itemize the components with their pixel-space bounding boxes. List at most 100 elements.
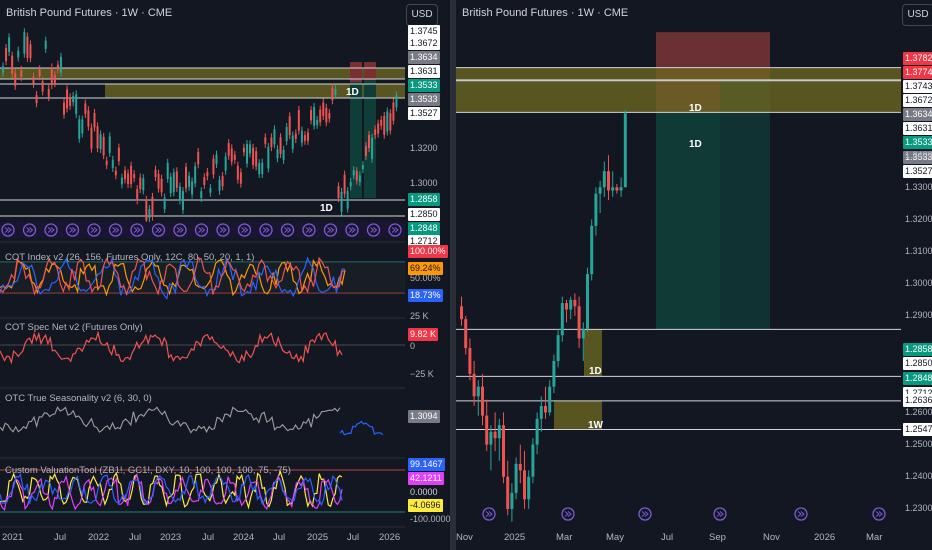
left-signal-arrow-icon xyxy=(44,223,58,237)
left-candle-body xyxy=(145,199,148,221)
indicator-value-label: 0.0000 xyxy=(408,486,440,499)
right-candle-body xyxy=(535,418,539,445)
left-seasonality-projection xyxy=(339,420,384,436)
pane-divider[interactable] xyxy=(450,0,456,550)
left-candle-body xyxy=(69,97,72,106)
right-currency-button[interactable]: USD xyxy=(902,4,932,26)
left-candle-body xyxy=(303,135,306,141)
right-chart-canvas[interactable] xyxy=(456,0,932,550)
indicator-name-2[interactable]: OTC True Seasonality v2 (6, 30, 0) xyxy=(5,393,152,404)
left-candle-body xyxy=(133,174,136,179)
left-candle-body xyxy=(90,127,93,149)
left-candle-body xyxy=(185,166,187,189)
left-candle-body xyxy=(328,112,331,119)
left-price-label: 1.3533 xyxy=(408,93,440,106)
right-price-label: 1.3400 xyxy=(905,149,932,160)
right-candle-body xyxy=(552,360,556,387)
right-price-label: 1.3533 xyxy=(903,136,932,149)
left-candle-body xyxy=(310,110,313,121)
left-cot-series-red xyxy=(0,256,346,296)
right-x-tick: 2025 xyxy=(504,532,526,543)
left-candle-body xyxy=(87,110,90,127)
left-candle-body xyxy=(20,70,23,78)
left-val-series-magenta xyxy=(0,472,343,511)
left-candle-body xyxy=(358,175,361,183)
right-candle-body xyxy=(489,431,493,445)
left-candle-body xyxy=(371,137,374,159)
left-x-tick: Jul xyxy=(129,532,142,543)
left-candle-body xyxy=(2,66,4,73)
right-signal-arrow-icon xyxy=(482,507,496,521)
left-price-label: 1.3631 xyxy=(408,65,440,78)
indicator-value-label: -4.0696 xyxy=(408,499,443,512)
left-candle-body xyxy=(120,177,123,185)
right-signal-arrow-chevron xyxy=(797,511,805,517)
right-candle-body xyxy=(539,405,543,419)
left-candle-body xyxy=(285,126,288,142)
left-signal-arrow-chevron xyxy=(155,227,163,233)
left-x-tick: Jul xyxy=(273,532,286,543)
left-candle-body xyxy=(78,119,81,139)
left-candle-body xyxy=(178,186,181,201)
left-signal-arrow-icon xyxy=(151,223,166,237)
indicator-name-3[interactable]: Custom ValuationTool (ZB1!, GC1!, DXY, 1… xyxy=(5,465,291,476)
left-signal-arrow-icon xyxy=(388,223,402,237)
left-candle-body xyxy=(26,36,29,58)
indicator-name-1[interactable]: COT Spec Net v2 (Futures Only) xyxy=(5,322,143,333)
left-x-tick: Jul xyxy=(202,532,215,543)
left-signal-arrow-icon xyxy=(194,223,209,237)
right-signal-arrow-chevron xyxy=(641,511,649,517)
right-chart-title: British Pound Futures · 1W · CME xyxy=(462,7,629,19)
left-candle-body xyxy=(114,170,117,176)
left-candle-body xyxy=(340,191,343,212)
right-x-tick: Nov xyxy=(456,532,473,543)
indicator-value-label: 0 xyxy=(410,341,416,351)
right-candle-body xyxy=(602,171,606,188)
left-cot-series-blue xyxy=(0,256,345,301)
right-price-label: 1.3200 xyxy=(905,213,932,224)
indicator-value-label: 1.3094 xyxy=(408,410,440,423)
left-candle-body xyxy=(300,130,303,143)
left-currency-button[interactable]: USD xyxy=(406,4,438,26)
left-candle-body xyxy=(29,44,32,59)
right-price-label: 1.2400 xyxy=(905,471,932,482)
left-candle-body xyxy=(35,95,38,104)
right-chart-pane[interactable]: British Pound Futures · 1W · CME USD 1.3… xyxy=(456,0,932,550)
left-target-zone-1 xyxy=(350,62,362,198)
left-candle-body xyxy=(117,147,120,162)
right-price-label: 1.3533 xyxy=(903,151,932,164)
left-candle-body xyxy=(349,182,352,187)
left-candle-body xyxy=(181,191,184,211)
left-chart-canvas[interactable] xyxy=(0,0,450,550)
left-zone-lower xyxy=(105,84,405,98)
left-signal-arrow-chevron xyxy=(391,227,399,233)
right-candle-body xyxy=(556,335,560,361)
left-signal-arrow-chevron xyxy=(26,227,34,233)
right-price-label: 1.3300 xyxy=(905,181,932,192)
left-signal-arrow-chevron xyxy=(133,227,141,233)
left-signal-arrow-chevron xyxy=(4,227,12,233)
indicator-value-label: 100.00% xyxy=(408,245,448,258)
right-price-label: 1.3782 xyxy=(903,52,932,65)
right-candle-body xyxy=(577,306,581,339)
right-price-label: 1.3631 xyxy=(903,122,932,135)
left-candle-body xyxy=(313,107,316,126)
right-candle-body xyxy=(506,476,510,509)
left-signal-arrow-chevron xyxy=(47,227,55,233)
left-candle-body xyxy=(212,158,215,175)
left-x-tick: 2026 xyxy=(379,532,401,543)
right-x-tick: Nov xyxy=(763,532,780,543)
right-candle-body xyxy=(615,187,619,191)
indicator-value-label: -100.0000 xyxy=(410,514,450,524)
left-candle-body xyxy=(215,154,218,165)
right-candle-body xyxy=(581,328,585,339)
right-price-label: 1.3000 xyxy=(905,278,932,289)
left-chart-pane[interactable]: British Pound Futures · 1W · CME USD 1.3… xyxy=(0,0,450,550)
left-signal-arrow-chevron xyxy=(348,227,356,233)
left-candle-body xyxy=(41,81,44,92)
left-candle-body xyxy=(14,72,17,86)
left-candle-body xyxy=(160,178,163,193)
indicator-name-0[interactable]: COT Index v2 (26, 156, Futures Only, 12C… xyxy=(5,252,255,263)
left-price-label: 1.2712 xyxy=(408,235,440,248)
right-price-label: 1.2500 xyxy=(905,439,932,450)
